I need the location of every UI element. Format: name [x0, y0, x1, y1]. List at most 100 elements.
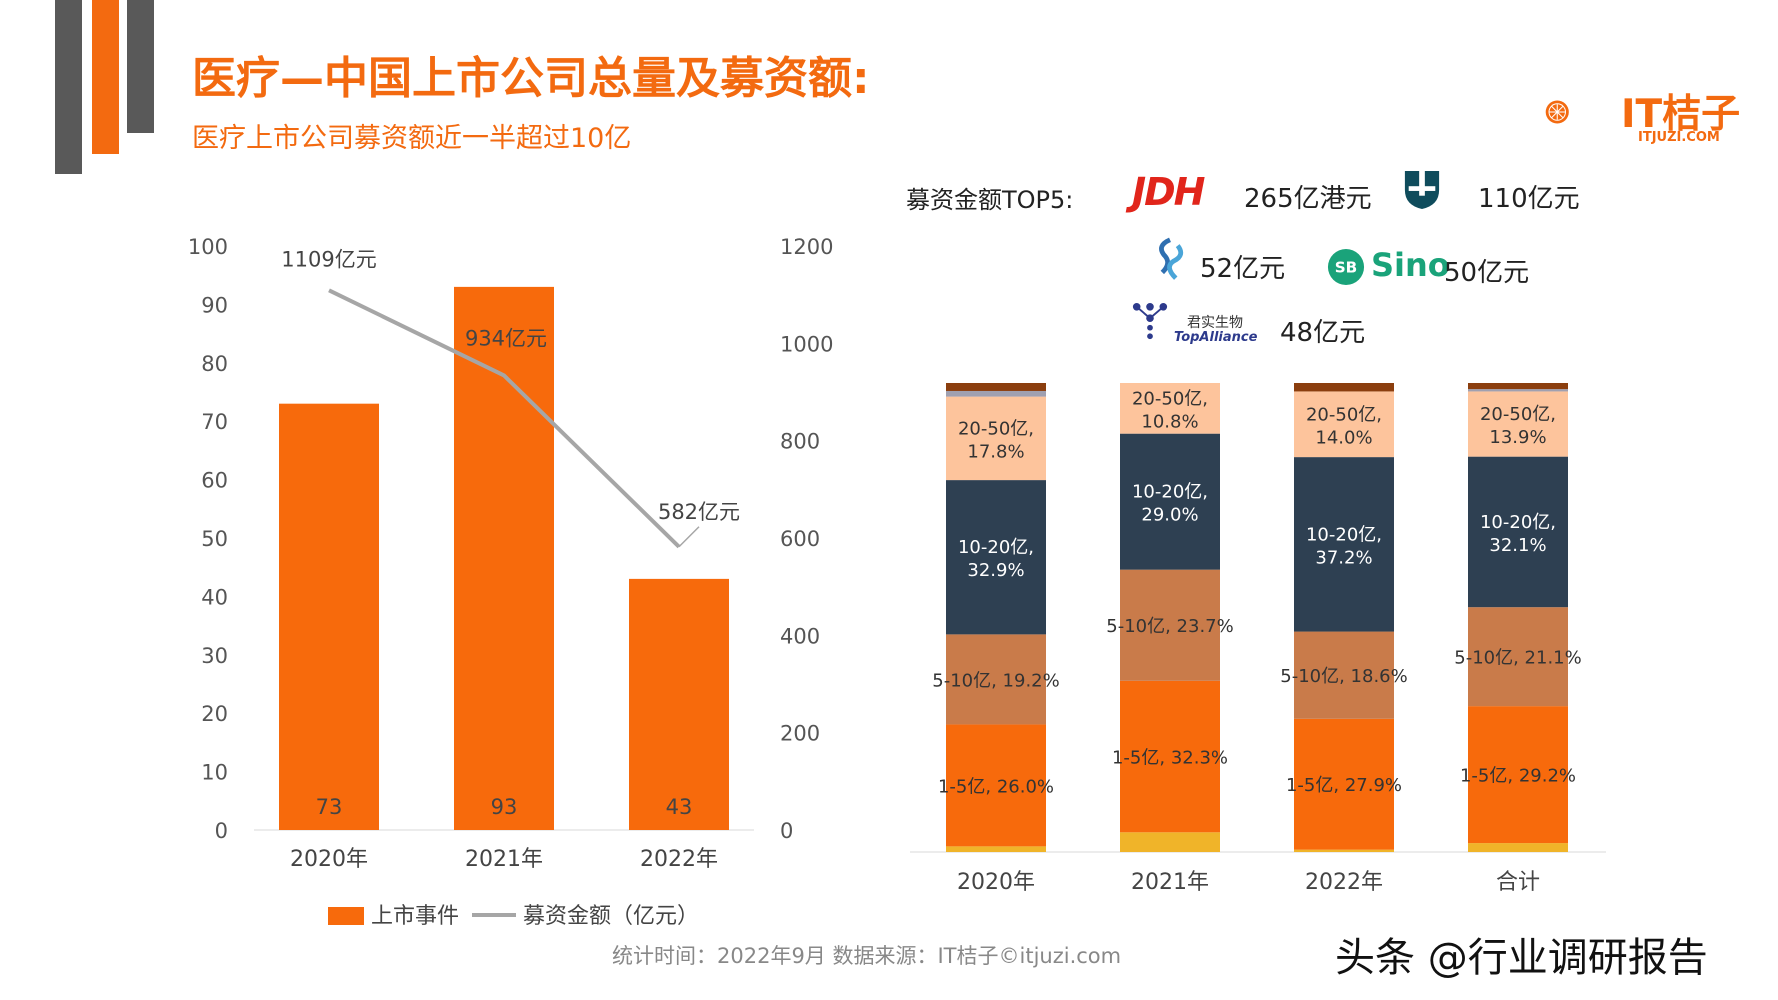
stack-segment-label: 10-20亿, [1306, 524, 1382, 545]
funding-line-label: 1109亿元 [281, 247, 376, 271]
right-x-tick: 2020年 [957, 870, 1035, 895]
stack-segment-label: 10-20亿, [1480, 512, 1556, 533]
right-axis-tick: 1200 [780, 235, 833, 259]
stack-segment-label: 10-20亿, [1132, 482, 1208, 503]
stack-segment [1120, 433, 1220, 570]
stack-segment [1468, 843, 1568, 852]
jdh-logo: JDH [1132, 170, 1205, 214]
stack-segment [1294, 631, 1394, 719]
stack-segment-label: 5-10亿, 19.2% [932, 670, 1059, 691]
listing-bar-label: 73 [316, 795, 343, 819]
funding-line [328, 288, 681, 549]
left-axis-tick: 0 [215, 819, 228, 843]
top5-value-2: 110亿元 [1478, 184, 1580, 214]
watermark: 头条 @行业调研报告 [1335, 935, 1708, 981]
right-x-tick: 2021年 [1131, 870, 1209, 895]
stack-segment-percent: 37.2% [1315, 547, 1372, 568]
topalliance-logo-icon [1132, 303, 1168, 340]
stack-segment [1120, 383, 1220, 434]
stack-segment-label: 1-5亿, 29.2% [1460, 766, 1576, 787]
legend-bar-swatch [328, 907, 364, 925]
legend-left: 上市事件 募资金额（亿元） [328, 898, 699, 930]
right-axis-tick: 0 [780, 819, 793, 843]
right-x-tick: 2022年 [1305, 870, 1383, 895]
legend-line-swatch [472, 913, 517, 917]
stack-segment-label: 1-5亿, 27.9% [1286, 775, 1402, 796]
deco-stripe-1 [55, 0, 82, 174]
left-axis-tick: 30 [201, 644, 228, 668]
legend-line-label: 募资金额（亿元） [523, 904, 700, 929]
stack-segment [946, 846, 1046, 852]
top5-label: 募资金额TOP5: [906, 186, 1074, 214]
stack-segment [1468, 607, 1568, 707]
stack-segment [946, 396, 1046, 481]
stack-segment-percent: 10.8% [1141, 411, 1198, 432]
stack-segment [1294, 849, 1394, 852]
stack-segment-percent: 29.0% [1141, 505, 1198, 526]
stack-segment-label: 1-5亿, 26.0% [938, 776, 1054, 797]
stack-segment [1294, 457, 1394, 632]
stack-segment [1294, 383, 1394, 392]
topalliance-cn-text: 君实生物 [1187, 315, 1243, 331]
stack-segment-label: 5-10亿, 18.6% [1280, 666, 1407, 687]
left-axis-tick: 50 [201, 527, 228, 551]
top5-value-4: 50亿元 [1444, 258, 1530, 288]
stack-segment [1294, 718, 1394, 850]
stack-segment [946, 383, 1046, 391]
stack-segment [1120, 832, 1220, 852]
orange-logo-icon [1545, 100, 1569, 124]
page-subtitle: 医疗上市公司募资额近一半超过10亿 [192, 123, 632, 154]
right-axis-tick: 800 [780, 430, 820, 454]
stack-segment-label: 5-10亿, 21.1% [1454, 648, 1581, 669]
deco-stripe-2 [92, 0, 119, 154]
listing-bar-label: 43 [666, 795, 693, 819]
stack-segment-label: 20-50亿, [1480, 404, 1556, 425]
stack-segment [1120, 680, 1220, 833]
listing-combo-chart: 0 10 20 30 40 50 60 70 80 90 100 0 200 400 600 800 1000… [188, 235, 834, 872]
left-axis-tick: 60 [201, 469, 228, 493]
top5-value-1: 265亿港元 [1244, 184, 1372, 214]
stack-segment [946, 634, 1046, 725]
top5-value-3: 52亿元 [1200, 254, 1286, 284]
deco-stripe-3 [127, 0, 154, 133]
stack-segment [1468, 391, 1568, 457]
stack-segment [946, 480, 1046, 635]
listing-bar [279, 403, 379, 830]
legend-bar-label: 上市事件 [371, 904, 460, 929]
left-axis-tick: 70 [201, 410, 228, 434]
stack-segment [946, 724, 1046, 847]
left-axis-tick: 90 [201, 293, 228, 317]
right-axis-tick: 200 [780, 722, 820, 746]
page-title: 医疗—中国上市公司总量及募资额: [192, 53, 870, 104]
funding-line-label: 582亿元 [658, 500, 740, 524]
right-x-tick: 合计 [1496, 870, 1540, 895]
stack-segment [1468, 456, 1568, 608]
top5-value-5: 48亿元 [1280, 318, 1366, 348]
stack-segment-percent: 32.9% [967, 560, 1024, 581]
left-x-tick: 2020年 [290, 847, 368, 872]
stack-segment [1294, 391, 1394, 458]
swirl-logo-icon [1159, 237, 1184, 280]
topalliance-en-text: TopAlliance [1174, 330, 1258, 345]
stack-segment-label: 20-50亿, [1306, 404, 1382, 425]
stack-segment [1468, 706, 1568, 844]
stack-segment-percent: 14.0% [1315, 427, 1372, 448]
sino-logo-text: Sino [1371, 246, 1450, 284]
stack-segment-label: 1-5亿, 32.3% [1112, 748, 1228, 769]
stack-segment [1468, 389, 1568, 392]
stack-segment [1468, 383, 1568, 390]
listing-bar [629, 578, 729, 830]
left-axis-tick: 40 [201, 585, 228, 609]
right-axis-tick: 400 [780, 624, 820, 648]
stack-segment [1120, 569, 1220, 681]
footer-source: 统计时间：2022年9月 数据来源：IT桔子©itjuzi.com [612, 944, 1122, 968]
label-leader-line [678, 526, 700, 548]
sino-logo-icon: SB [1327, 248, 1365, 286]
svg-text:SB: SB [1335, 259, 1358, 277]
brand-url: ITJUZI.COM [1638, 130, 1720, 145]
stack-segment-label: 5-10亿, 23.7% [1106, 616, 1233, 637]
left-axis-tick: 10 [201, 761, 228, 785]
listing-bar-label: 93 [491, 795, 518, 819]
left-axis-tick: 80 [201, 352, 228, 376]
